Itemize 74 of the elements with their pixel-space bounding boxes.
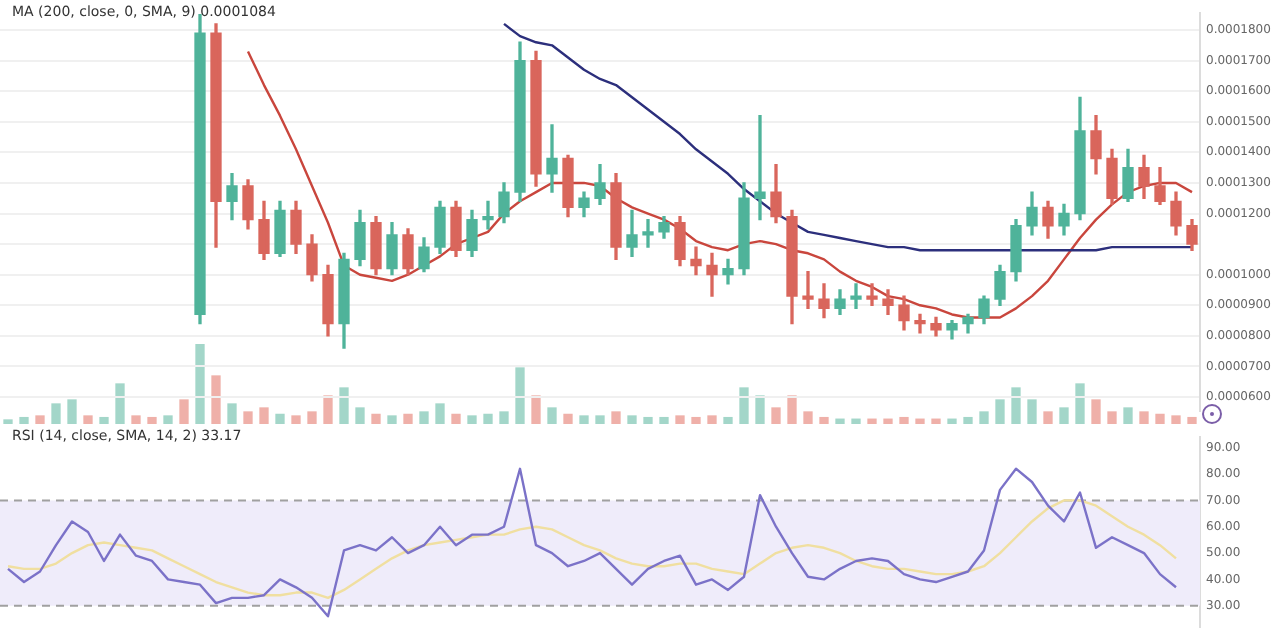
bar (147, 416, 157, 424)
bar (915, 418, 925, 424)
bar (595, 415, 605, 424)
bar (835, 418, 845, 424)
bar (83, 415, 93, 424)
bar (19, 416, 29, 424)
bar (531, 395, 541, 424)
bar (1043, 411, 1053, 424)
bar (547, 407, 557, 424)
bar (931, 418, 941, 424)
bar (67, 399, 77, 424)
bar (1139, 411, 1149, 424)
bar (1027, 399, 1037, 424)
bar (947, 418, 957, 424)
bar (1075, 383, 1085, 424)
bar (883, 418, 893, 424)
bar (1059, 407, 1069, 424)
bar (899, 416, 909, 424)
bar (435, 403, 445, 424)
bar (579, 415, 589, 424)
bar (611, 411, 621, 424)
bar (419, 411, 429, 424)
bar (403, 413, 413, 424)
bar (115, 383, 125, 424)
bar (259, 407, 269, 424)
bar (499, 411, 509, 424)
bar (707, 415, 717, 424)
bar (803, 411, 813, 424)
bar (163, 415, 173, 424)
bar (1155, 413, 1165, 424)
bar (819, 416, 829, 424)
bar (243, 411, 253, 424)
bar (195, 344, 205, 424)
bar (275, 413, 285, 424)
bar (1187, 416, 1197, 424)
bar (291, 415, 301, 424)
bar (739, 387, 749, 424)
bar (51, 403, 61, 424)
bar (339, 387, 349, 424)
bar (35, 415, 45, 424)
bar (691, 416, 701, 424)
bar (451, 413, 461, 424)
bar (979, 411, 989, 424)
bar (131, 415, 141, 424)
bar (659, 416, 669, 424)
bar (1107, 411, 1117, 424)
bar (675, 415, 685, 424)
bar (1171, 415, 1181, 424)
bar (227, 403, 237, 424)
bar (355, 407, 365, 424)
bar (995, 399, 1005, 424)
bar (851, 418, 861, 424)
bar (627, 415, 637, 424)
bar (467, 415, 477, 424)
bar (1011, 387, 1021, 424)
bar (643, 416, 653, 424)
bar (771, 407, 781, 424)
bar (723, 416, 733, 424)
bar (1123, 407, 1133, 424)
bar (867, 418, 877, 424)
bar (963, 416, 973, 424)
bar (307, 411, 317, 424)
bar (483, 413, 493, 424)
bar (515, 367, 525, 424)
bar (563, 413, 573, 424)
bar (179, 399, 189, 424)
bar (787, 395, 797, 424)
bar (1091, 399, 1101, 424)
bar (99, 416, 109, 424)
bar (371, 413, 381, 424)
bar (755, 395, 765, 424)
bar (323, 395, 333, 424)
bar (211, 375, 221, 424)
bar (387, 415, 397, 424)
